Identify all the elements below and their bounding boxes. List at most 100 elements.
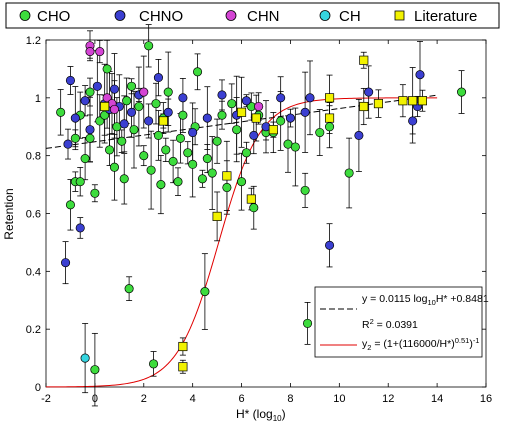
point-literature: [246, 194, 256, 204]
point-cho: [102, 64, 112, 74]
point-literature: [212, 211, 222, 221]
y-tick-label: 1: [35, 93, 41, 105]
x-axis-label: H* (log10): [236, 407, 286, 423]
x-tick-label: 12: [382, 393, 394, 405]
point-cho: [117, 136, 127, 146]
point-chno: [364, 87, 374, 97]
fit-legend: y = 0.0115 log10H* +0.8481 R2 = 0.0391 y…: [314, 286, 489, 358]
x-tick-label: 10: [333, 393, 345, 405]
point-cho: [193, 67, 203, 77]
legend-marker-cho: [19, 10, 31, 21]
legend-marker-chn: [225, 10, 237, 21]
point-literature: [178, 341, 188, 352]
point-cho: [300, 185, 310, 195]
point-chno: [70, 113, 80, 123]
point-chno: [75, 223, 85, 233]
point-cho: [232, 125, 242, 135]
point-cho: [56, 107, 66, 117]
point-literature: [325, 93, 335, 103]
point-chno: [65, 75, 75, 86]
point-chn: [85, 47, 95, 57]
point-chno: [217, 90, 227, 100]
x-tick-label: -2: [41, 393, 51, 405]
point-cho: [303, 318, 313, 328]
point-literature: [237, 107, 247, 117]
point-literature: [398, 96, 408, 106]
point-literature: [222, 171, 232, 181]
point-chno: [354, 130, 364, 140]
fit-sigmoid-equation: y2 = (1+(116000/H*)0.51)-1: [362, 336, 479, 352]
data-points: [56, 41, 467, 375]
y-tick-label: 0.8: [26, 151, 41, 163]
linear-fit-line: [45, 94, 438, 149]
fit-linear-equation: y = 0.0115 log10H* +0.8481: [362, 293, 489, 307]
point-cho: [90, 188, 100, 198]
x-tick-label: 6: [238, 393, 244, 405]
legend-marker-chno: [114, 10, 126, 21]
point-cho: [290, 142, 300, 152]
point-cho: [325, 122, 335, 132]
point-chno: [109, 84, 119, 94]
point-literature: [268, 125, 278, 135]
point-cho: [344, 168, 354, 178]
point-chno: [325, 240, 335, 250]
point-cho: [122, 96, 132, 106]
point-cho: [168, 156, 178, 166]
legend-label-literature: Literature: [414, 8, 477, 25]
point-cho: [212, 136, 222, 146]
legend-box: [5, 2, 500, 29]
point-ch: [80, 353, 90, 363]
point-chno: [85, 125, 95, 135]
point-chno: [415, 70, 425, 80]
y-tick-label: 0.6: [26, 209, 41, 221]
point-cho: [127, 81, 137, 91]
y-axis-label: Retention: [2, 188, 16, 239]
point-chno: [285, 113, 295, 123]
point-chno: [144, 116, 154, 126]
point-cho: [146, 165, 156, 175]
point-chno: [63, 139, 73, 149]
point-cho: [175, 133, 185, 143]
x-tick-label: 14: [431, 393, 443, 405]
y-tick-label: 0: [35, 382, 41, 394]
point-cho: [70, 133, 80, 143]
point-cho: [183, 148, 193, 158]
point-cho: [85, 87, 95, 97]
point-cho: [202, 154, 212, 164]
point-cho: [163, 87, 173, 97]
legend-marker-ch: [319, 10, 331, 21]
point-cho: [188, 159, 198, 169]
legend: CHO CHNO CHN CH Literature: [5, 2, 500, 29]
point-cho: [129, 125, 139, 135]
point-cho: [457, 87, 467, 97]
point-literature: [359, 55, 369, 65]
point-chno: [241, 96, 251, 106]
point-cho: [237, 177, 247, 187]
point-cho: [144, 41, 154, 51]
point-chno: [127, 107, 137, 117]
point-chno: [408, 116, 418, 126]
point-cho: [134, 101, 144, 112]
x-tick-label: 2: [141, 393, 147, 405]
point-cho: [80, 154, 90, 164]
point-cho: [161, 145, 171, 155]
point-cho: [109, 162, 119, 172]
point-chn: [95, 47, 105, 57]
point-chn: [254, 101, 264, 112]
legend-label-chno: CHNO: [139, 8, 183, 25]
point-cho: [119, 174, 129, 184]
point-literature: [100, 101, 110, 112]
point-literature: [325, 113, 335, 123]
x-tick-label: 16: [480, 393, 492, 405]
point-chno: [119, 119, 129, 129]
point-chno: [276, 93, 286, 103]
legend-marker-literature: [394, 10, 405, 21]
point-chn: [139, 87, 149, 97]
y-tick-label: 0.2: [26, 324, 41, 336]
point-cho: [124, 284, 134, 294]
point-chn: [109, 104, 119, 114]
point-chno: [188, 127, 198, 138]
legend-label-ch: CH: [339, 8, 361, 25]
point-cho: [315, 127, 325, 138]
point-literature: [408, 96, 418, 106]
